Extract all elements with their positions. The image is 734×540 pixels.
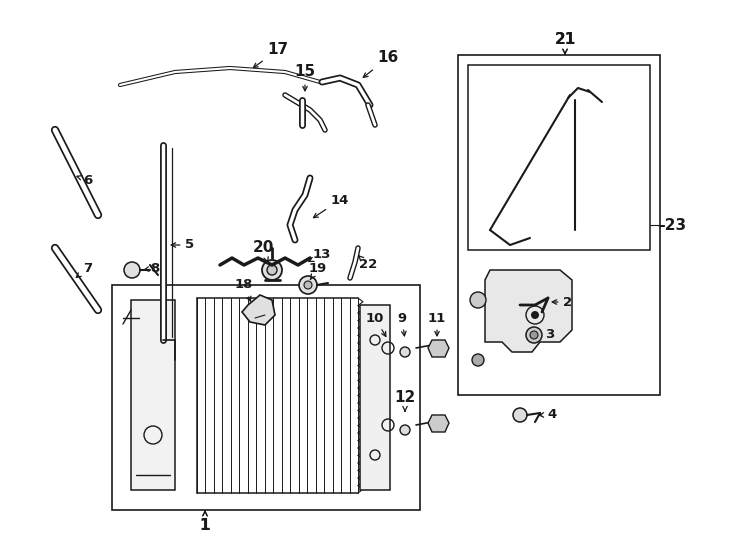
Text: 11: 11: [428, 312, 446, 336]
Polygon shape: [428, 415, 449, 432]
Circle shape: [472, 354, 484, 366]
Text: 17: 17: [253, 43, 288, 68]
Polygon shape: [360, 305, 390, 490]
Text: 18: 18: [235, 279, 253, 301]
Text: 3: 3: [545, 328, 555, 341]
Circle shape: [124, 262, 140, 278]
Text: 1: 1: [200, 511, 210, 532]
Circle shape: [513, 408, 527, 422]
Polygon shape: [131, 300, 175, 490]
Text: 22: 22: [359, 255, 377, 272]
Text: 15: 15: [294, 64, 316, 91]
Text: 20: 20: [252, 240, 274, 262]
Polygon shape: [485, 270, 572, 352]
Polygon shape: [242, 295, 275, 325]
Text: 5: 5: [171, 239, 195, 252]
Circle shape: [262, 260, 282, 280]
Polygon shape: [428, 340, 449, 357]
Text: 9: 9: [397, 312, 407, 336]
Text: 8: 8: [144, 261, 159, 274]
Text: 16: 16: [363, 51, 399, 77]
Circle shape: [526, 327, 542, 343]
Text: 21: 21: [554, 32, 575, 54]
Circle shape: [400, 347, 410, 357]
Text: 6: 6: [77, 173, 92, 186]
Circle shape: [531, 311, 539, 319]
Text: 14: 14: [313, 193, 349, 218]
Text: 10: 10: [366, 312, 386, 336]
Text: 7: 7: [76, 261, 92, 278]
Text: 4: 4: [539, 408, 556, 422]
Circle shape: [267, 265, 277, 275]
Text: 19: 19: [309, 261, 327, 280]
Text: 13: 13: [309, 248, 331, 261]
Circle shape: [299, 276, 317, 294]
Text: 12: 12: [394, 390, 415, 411]
Circle shape: [400, 425, 410, 435]
Circle shape: [470, 292, 486, 308]
Text: 1: 1: [200, 511, 210, 532]
Text: 2: 2: [552, 295, 573, 308]
Circle shape: [304, 281, 312, 289]
Text: –23: –23: [657, 218, 686, 233]
Text: 21: 21: [554, 32, 575, 54]
Circle shape: [530, 331, 538, 339]
